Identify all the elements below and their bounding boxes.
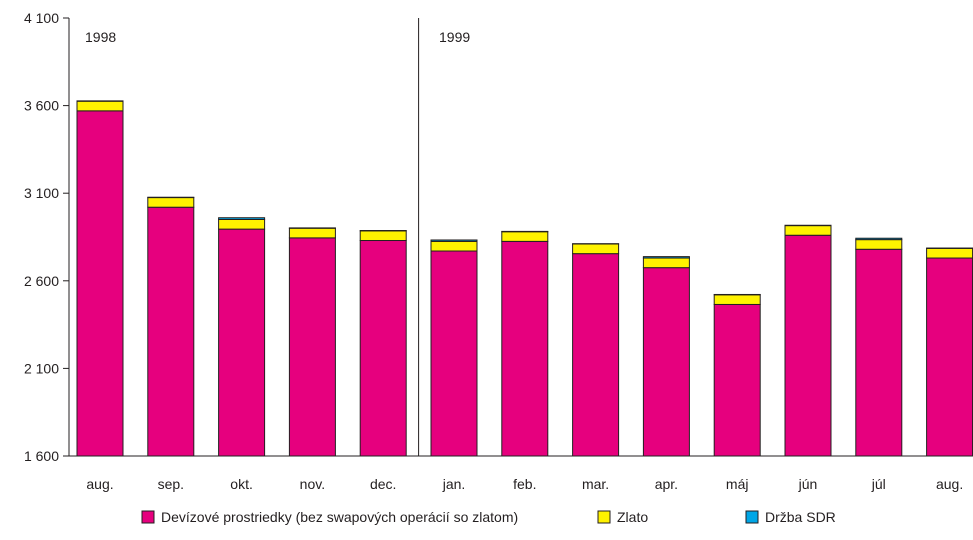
- x-tick-label: feb.: [513, 476, 536, 492]
- x-tick-label: jún: [798, 476, 818, 492]
- x-tick-label: apr.: [655, 476, 678, 492]
- bar-segment-devizove: [502, 241, 548, 456]
- bar-segment-zlato: [77, 101, 123, 111]
- legend-zlato-label: Zlato: [617, 509, 648, 525]
- bar-segment-devizove: [927, 258, 973, 456]
- bar-segment-devizove: [77, 111, 123, 456]
- x-tick-label: sep.: [158, 476, 184, 492]
- bar-segment-zlato: [785, 226, 831, 236]
- bar-segment-devizove: [856, 249, 902, 456]
- bar-segment-devizove: [714, 304, 760, 456]
- bar-segment-sdr: [431, 240, 477, 241]
- y-tick-label: 1 600: [24, 448, 59, 464]
- bar-segment-sdr: [856, 238, 902, 239]
- x-tick-label: júl: [871, 476, 886, 492]
- bar-segment-devizove: [643, 268, 689, 456]
- bar-segment-zlato: [289, 228, 335, 238]
- y-tick-label: 2 100: [24, 360, 59, 376]
- legend-zlato-swatch: [598, 511, 610, 523]
- bar-segment-zlato: [714, 295, 760, 305]
- y-tick-label: 4 100: [24, 10, 59, 26]
- bar-segment-zlato: [856, 240, 902, 250]
- bar-segment-devizove: [785, 235, 831, 456]
- bar-segment-devizove: [431, 251, 477, 456]
- bar-segment-zlato: [148, 198, 194, 208]
- x-tick-label: dec.: [370, 476, 396, 492]
- y-tick-label: 2 600: [24, 273, 59, 289]
- bar-segment-devizove: [360, 241, 406, 456]
- bar-segment-devizove: [573, 254, 619, 456]
- bar-segment-zlato: [431, 241, 477, 251]
- x-tick-label: jan.: [442, 476, 466, 492]
- y-tick-label: 3 600: [24, 98, 59, 114]
- bar-segment-zlato: [502, 232, 548, 242]
- x-tick-label: mar.: [582, 476, 609, 492]
- legend-sdr-swatch: [746, 511, 758, 523]
- bar-segment-sdr: [643, 257, 689, 258]
- x-tick-label: nov.: [300, 476, 325, 492]
- bar-segment-devizove: [219, 229, 265, 456]
- bar-segment-sdr: [219, 218, 265, 220]
- x-tick-label: aug.: [936, 476, 963, 492]
- bar-segment-zlato: [360, 231, 406, 241]
- bar-segment-zlato: [573, 244, 619, 254]
- x-tick-label: okt.: [230, 476, 253, 492]
- bar-segment-devizove: [289, 238, 335, 456]
- bar-segment-zlato: [927, 248, 973, 258]
- x-tick-label: aug.: [86, 476, 113, 492]
- year-label: 1998: [85, 29, 116, 45]
- bar-segment-zlato: [219, 219, 265, 229]
- year-label: 1999: [439, 29, 470, 45]
- bar-segment-devizove: [148, 207, 194, 456]
- y-tick-label: 3 100: [24, 185, 59, 201]
- bar-segment-zlato: [643, 258, 689, 268]
- legend-devizove-swatch: [142, 511, 154, 523]
- legend-devizove-label: Devízové prostriedky (bez swapových oper…: [161, 509, 518, 525]
- legend-sdr-label: Držba SDR: [765, 509, 836, 525]
- x-tick-label: máj: [726, 476, 749, 492]
